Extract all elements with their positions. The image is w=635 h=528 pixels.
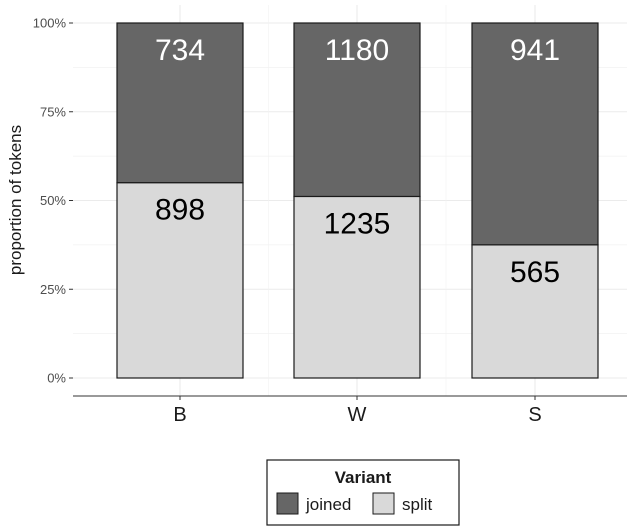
y-axis: 0% 25% 50% 75% 100% — [33, 16, 73, 386]
data-label-split-S: 565 — [510, 256, 560, 289]
bars: 898 734 1235 1180 565 941 — [117, 23, 598, 378]
legend-label-split: split — [402, 495, 433, 514]
legend-key-joined — [277, 493, 298, 514]
y-tick-label: 0% — [47, 371, 66, 386]
data-label-joined-W: 1180 — [325, 34, 390, 67]
legend-label-joined: joined — [305, 495, 351, 514]
legend-key-split — [373, 493, 394, 514]
data-label-joined-B: 734 — [155, 34, 205, 67]
legend: Variant joined split — [267, 460, 459, 525]
legend-title: Variant — [335, 468, 392, 487]
x-tick-label: S — [528, 404, 541, 426]
data-label-joined-S: 941 — [510, 34, 560, 67]
x-tick-label: B — [173, 404, 186, 426]
y-tick-label: 25% — [40, 282, 66, 297]
data-label-split-W: 1235 — [324, 207, 391, 240]
y-tick-label: 50% — [40, 193, 66, 208]
y-tick-label: 75% — [40, 104, 66, 119]
data-label-split-B: 898 — [155, 194, 205, 227]
y-axis-label: proportion of tokens — [6, 125, 25, 275]
y-tick-label: 100% — [33, 16, 67, 31]
x-tick-label: W — [348, 404, 367, 426]
